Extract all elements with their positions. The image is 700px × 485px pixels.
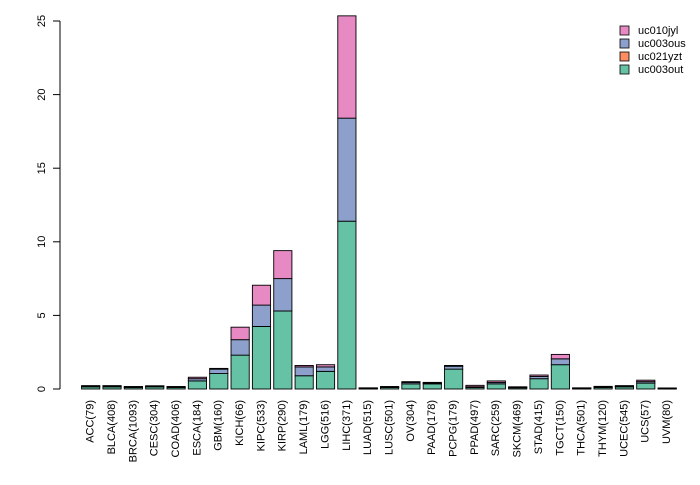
x-tick-label: LIHC(371) xyxy=(341,400,353,451)
bar-PCPG(179)-uc003out xyxy=(444,368,464,390)
bar-KIPC(533)-uc003ous xyxy=(251,304,272,327)
bar-BLCA(408)-uc010jyl xyxy=(102,385,122,387)
bar-KICH(66)-uc003ous xyxy=(230,339,250,356)
bar-SARC(259)-uc010jyl xyxy=(486,380,506,383)
x-tick-label: KIRP(290) xyxy=(277,400,289,451)
y-axis: 0 5 10 15 20 25 xyxy=(36,15,61,392)
bar-KIRP(290)-uc003out xyxy=(273,310,293,390)
x-tick-label: SARC(259) xyxy=(490,400,502,456)
x-tick-label: STAD(415) xyxy=(533,400,545,454)
x-tick-label: UVM(80) xyxy=(661,400,673,444)
x-tick-label: KICH(66) xyxy=(234,400,246,446)
bar-LUSC(501)-uc010jyl xyxy=(380,386,400,388)
bar-UCEC(545)-uc010jyl xyxy=(614,385,634,387)
y-tick-label: 25 xyxy=(36,15,48,27)
bar-BRCA(1093)-uc010jyl xyxy=(123,386,143,388)
bar-LAML(179)-uc003ous xyxy=(294,366,314,377)
legend-swatch xyxy=(619,64,630,75)
x-tick-label: LGG(516) xyxy=(319,400,331,449)
x-tick-label: LAML(179) xyxy=(298,400,310,454)
bar-LIHC(371)-uc003ous xyxy=(337,117,357,222)
bar-GBM(160)-uc003ous xyxy=(209,368,229,375)
x-tick-label: UCS(57) xyxy=(640,400,652,443)
bar-KICH(66)-uc003out xyxy=(230,354,250,390)
legend-label: uc010jyl xyxy=(638,25,678,37)
bar-TGCT(150)-uc003out xyxy=(550,364,570,390)
bars xyxy=(81,15,677,390)
x-tick-label: ESCA(184) xyxy=(191,400,203,456)
bar-KICH(66)-uc010jyl xyxy=(230,326,250,341)
legend-swatch xyxy=(619,38,630,49)
x-tick-label: COAD(406) xyxy=(170,400,182,457)
bar-GBM(160)-uc010jyl xyxy=(209,367,229,370)
bar-ESCA(184)-uc010jyl xyxy=(187,376,207,380)
legend-swatch xyxy=(619,51,630,62)
bar-LGG(516)-uc003out xyxy=(315,370,336,390)
x-tick-label: KIPC(533) xyxy=(255,400,267,451)
x-tick-label: PAAD(178) xyxy=(426,400,438,455)
bar-UCS(57)-uc003out xyxy=(636,382,656,390)
x-tick-label: LUAD(515) xyxy=(362,400,374,455)
x-axis-labels: ACC(79) BLCA(408) BRCA(1093) CESC(304) COAD(… xyxy=(85,400,673,462)
bar-KIPC(533)-uc003out xyxy=(251,325,272,390)
y-tick-label: 0 xyxy=(36,386,48,392)
bar-OV(304)-uc010jyl xyxy=(401,381,421,383)
bar-LIHC(371)-uc003out xyxy=(337,220,357,390)
x-tick-label: CESC(304) xyxy=(149,400,161,456)
bar-LAML(179)-uc010jyl xyxy=(294,365,314,368)
x-tick-label: GBM(160) xyxy=(213,400,225,451)
bar-KIPC(533)-uc010jyl xyxy=(251,284,272,306)
legend-label: uc003ous xyxy=(638,38,686,50)
bar-LAML(179)-uc003out xyxy=(294,375,314,390)
bar-LGG(516)-uc003ous xyxy=(315,366,336,372)
x-tick-label: SKCM(469) xyxy=(512,400,524,457)
bar-PAAD(178)-uc010jyl xyxy=(422,381,442,384)
bar-GBM(160)-uc003out xyxy=(209,373,229,390)
y-tick-label: 5 xyxy=(36,312,48,318)
x-tick-label: OV(304) xyxy=(405,400,417,442)
bar-TGCT(150)-uc003ous xyxy=(550,358,570,366)
bar-LGG(516)-uc010jyl xyxy=(315,364,336,368)
x-tick-label: BLCA(408) xyxy=(106,400,118,454)
bar-UVM(80)-uc010jyl xyxy=(657,387,677,390)
x-tick-label: TGCT(150) xyxy=(554,400,566,456)
x-tick-label: THCA(501) xyxy=(576,400,588,456)
bar-OV(304)-uc003out xyxy=(401,383,421,390)
x-tick-label: ACC(79) xyxy=(85,400,97,443)
bar-PCPG(179)-uc010jyl xyxy=(444,365,464,367)
y-tick-label: 10 xyxy=(36,236,48,248)
bar-LIHC(371)-uc010jyl xyxy=(337,15,357,119)
bar-KIRP(290)-uc010jyl xyxy=(273,250,293,280)
bar-STAD(415)-uc003out xyxy=(529,378,549,390)
bar-UCS(57)-uc010jyl xyxy=(636,379,656,383)
bar-SKCM(469)-uc010jyl xyxy=(508,386,528,389)
y-tick-label: 15 xyxy=(36,162,48,174)
bar-THYM(120)-uc010jyl xyxy=(593,385,613,388)
legend-label: uc021yzt xyxy=(638,51,682,63)
x-tick-label: UCEC(545) xyxy=(618,400,630,457)
x-tick-label: THYM(120) xyxy=(597,400,609,457)
y-tick-label: 20 xyxy=(36,88,48,100)
bar-ESCA(184)-uc003out xyxy=(187,380,207,390)
bar-ACC(79)-uc010jyl xyxy=(81,385,101,387)
legend-swatch xyxy=(619,25,630,36)
bar-KIRP(290)-uc003ous xyxy=(273,278,293,312)
bar-PPAD(497)-uc010jyl xyxy=(465,384,485,388)
bar-COAD(406)-uc010jyl xyxy=(166,386,186,388)
bar-CESC(304)-uc010jyl xyxy=(145,385,165,388)
bar-STAD(415)-uc010jyl xyxy=(529,374,549,377)
legend-label: uc003out xyxy=(638,64,683,76)
x-tick-label: PCPG(179) xyxy=(448,400,460,457)
bar-SARC(259)-uc003out xyxy=(486,383,506,390)
x-tick-label: LUSC(501) xyxy=(383,400,395,455)
bar-TGCT(150)-uc010jyl xyxy=(550,353,570,360)
x-tick-label: BRCA(1093) xyxy=(127,400,139,462)
bar-LUAD(515)-uc010jyl xyxy=(358,387,378,390)
bar-THCA(501)-uc010jyl xyxy=(572,387,592,390)
bar-PAAD(178)-uc003out xyxy=(422,383,442,390)
x-tick-label: PPAD(497) xyxy=(469,400,481,455)
